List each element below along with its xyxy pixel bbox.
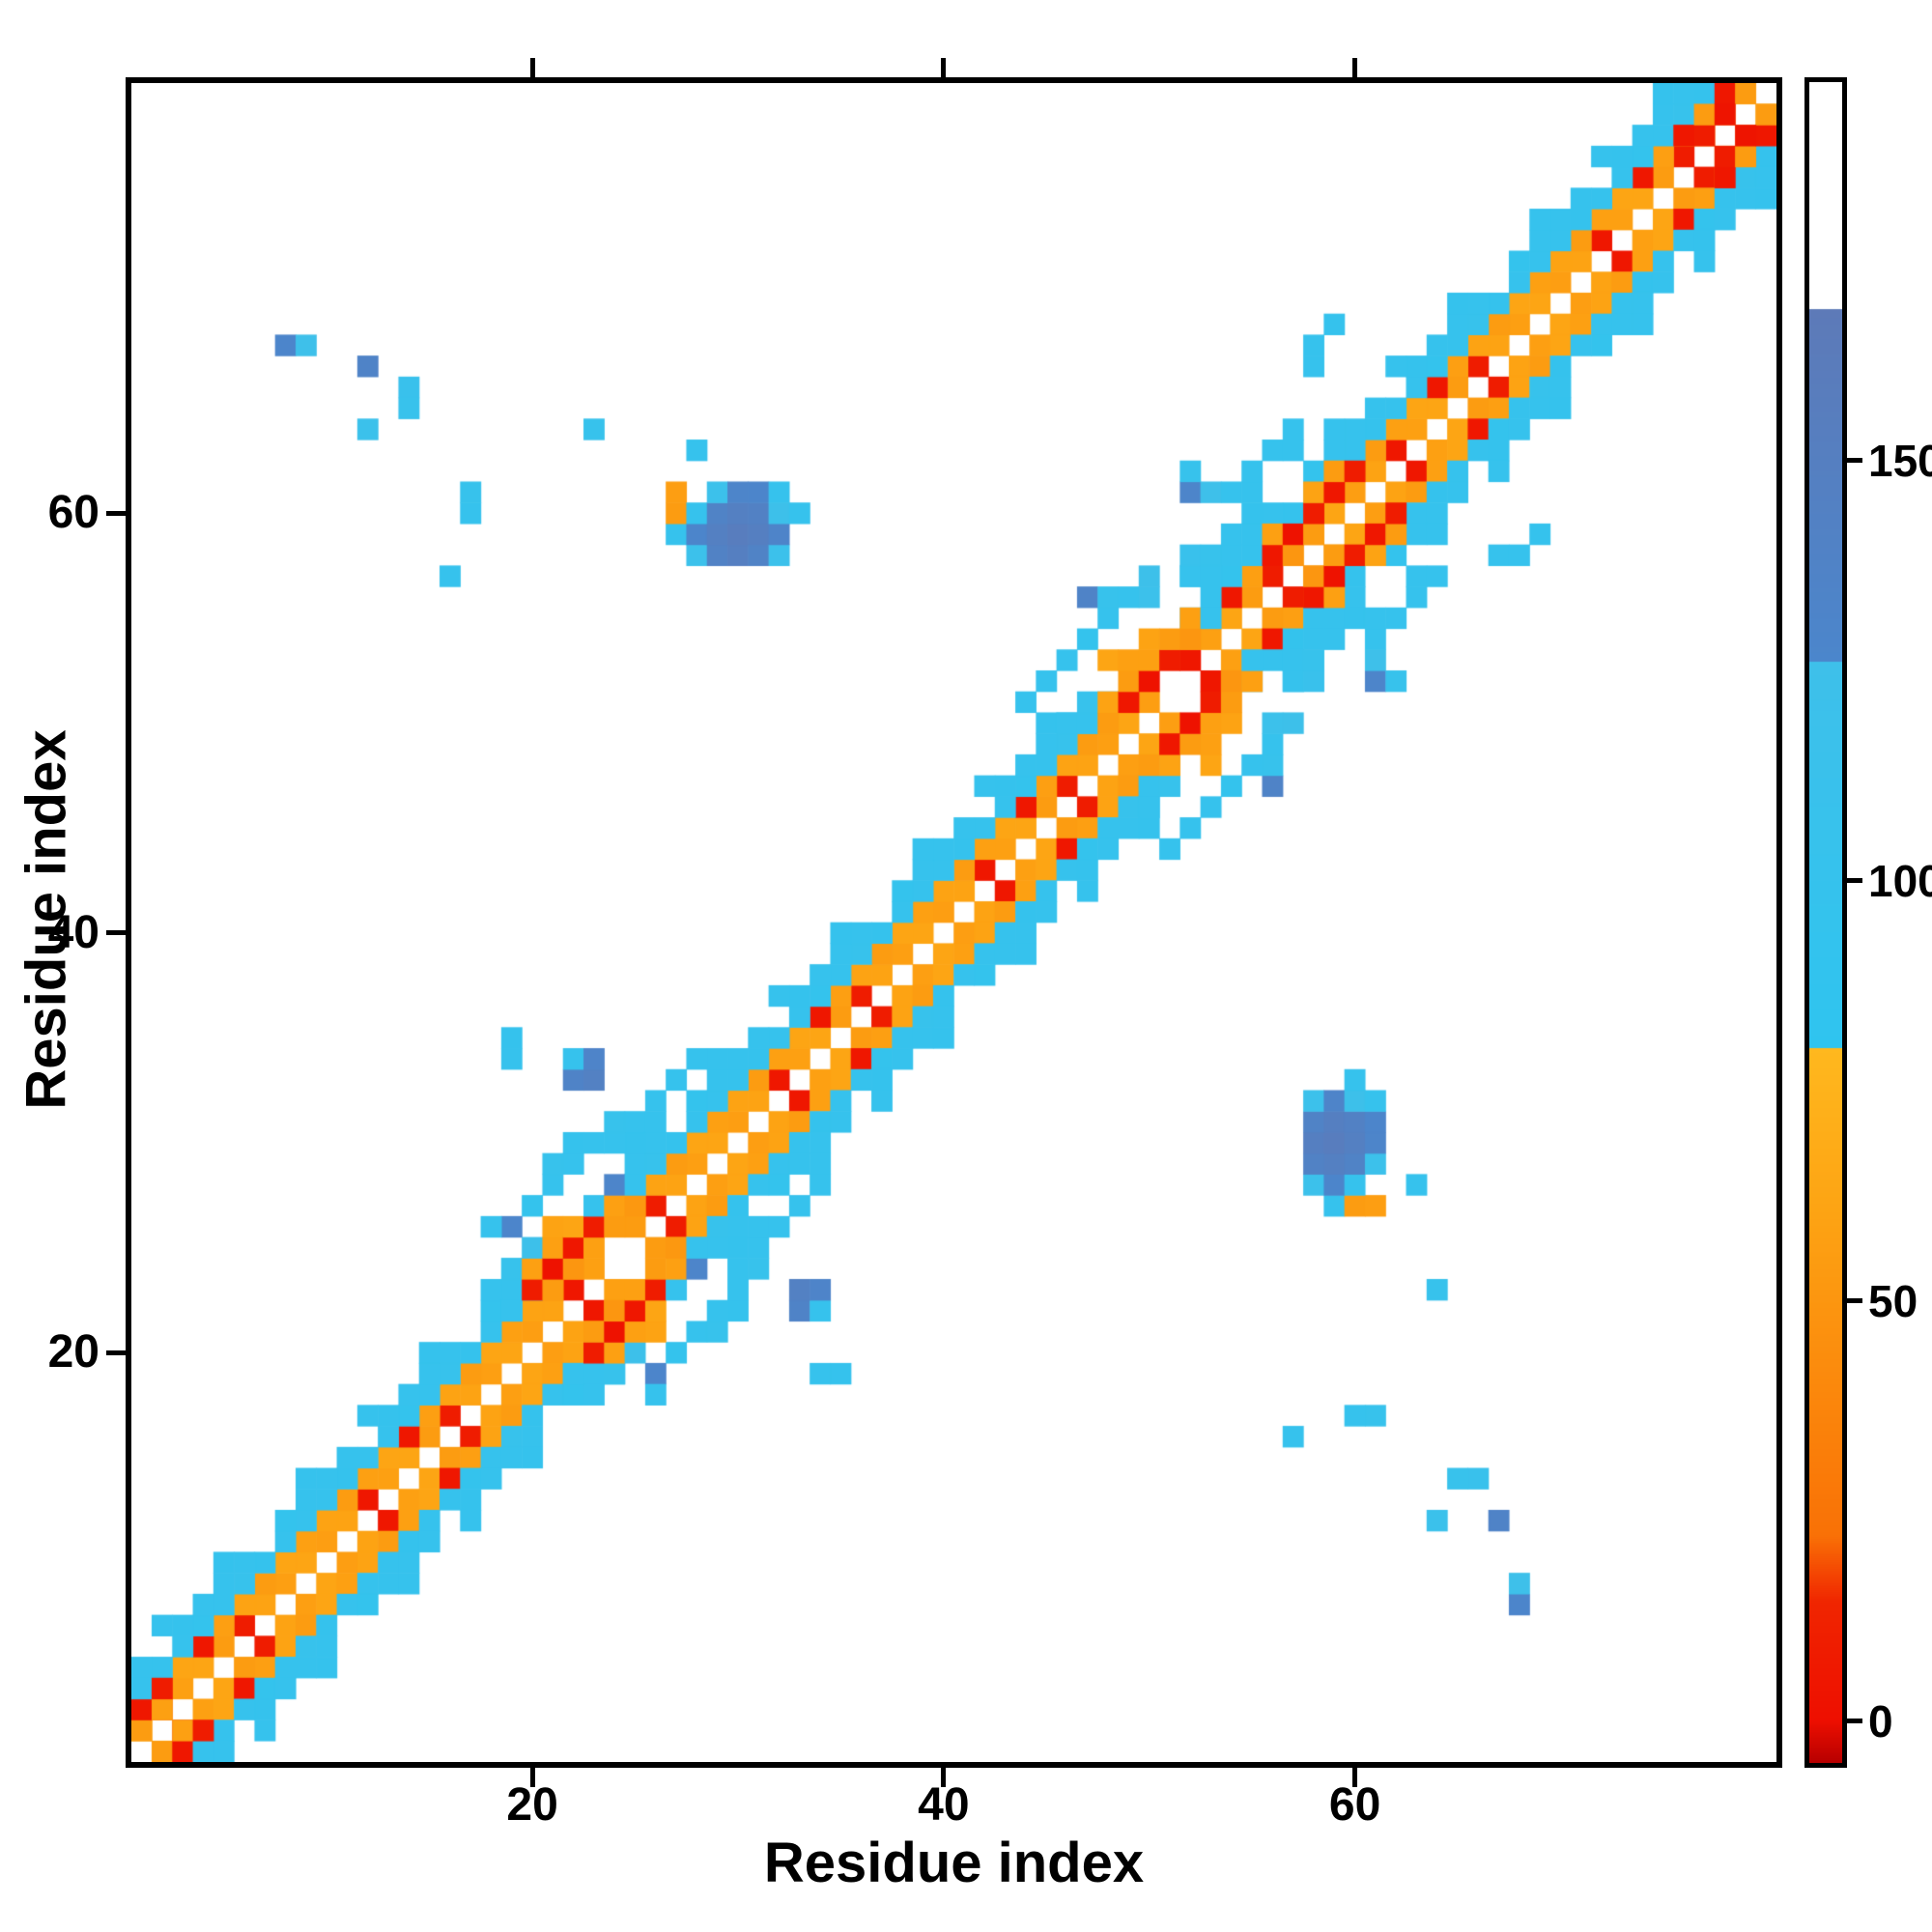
colorbar-tick-mark (1847, 458, 1862, 463)
x-axis-top-tick-mark (1352, 58, 1358, 77)
y-axis-tick-label: 60 (47, 487, 99, 539)
colorbar-tick-label: 50 (1868, 1275, 1918, 1326)
x-axis-top-tick-mark (529, 58, 535, 77)
y-axis-tick-label: 20 (47, 1326, 99, 1378)
y-axis-tick-mark (106, 930, 126, 936)
x-axis-label: Residue index (763, 1832, 1145, 1894)
heatmap-canvas (131, 83, 1776, 1762)
y-axis-tick-mark (106, 510, 126, 516)
x-axis-top-tick-mark (941, 58, 947, 77)
plot-area (126, 77, 1782, 1768)
x-axis-tick-label: 40 (918, 1779, 970, 1831)
x-axis-tick-mark (941, 1768, 947, 1787)
colorbar-canvas (1809, 82, 1842, 1763)
x-axis-tick-mark (529, 1768, 535, 1787)
x-axis-tick-label: 60 (1328, 1779, 1381, 1831)
colorbar-tick-mark (1847, 1719, 1862, 1723)
colorbar-tick-label: 100 (1868, 855, 1932, 906)
y-axis-tick-label: 40 (47, 906, 99, 958)
y-axis-tick-mark (106, 1350, 126, 1355)
colorbar-tick-label: 0 (1868, 1695, 1893, 1747)
colorbar (1804, 77, 1847, 1768)
colorbar-tick-label: 150 (1868, 435, 1932, 486)
x-axis-tick-mark (1352, 1768, 1358, 1787)
colorbar-tick-mark (1847, 878, 1862, 883)
x-axis-tick-label: 20 (506, 1779, 558, 1831)
colorbar-tick-mark (1847, 1298, 1862, 1303)
